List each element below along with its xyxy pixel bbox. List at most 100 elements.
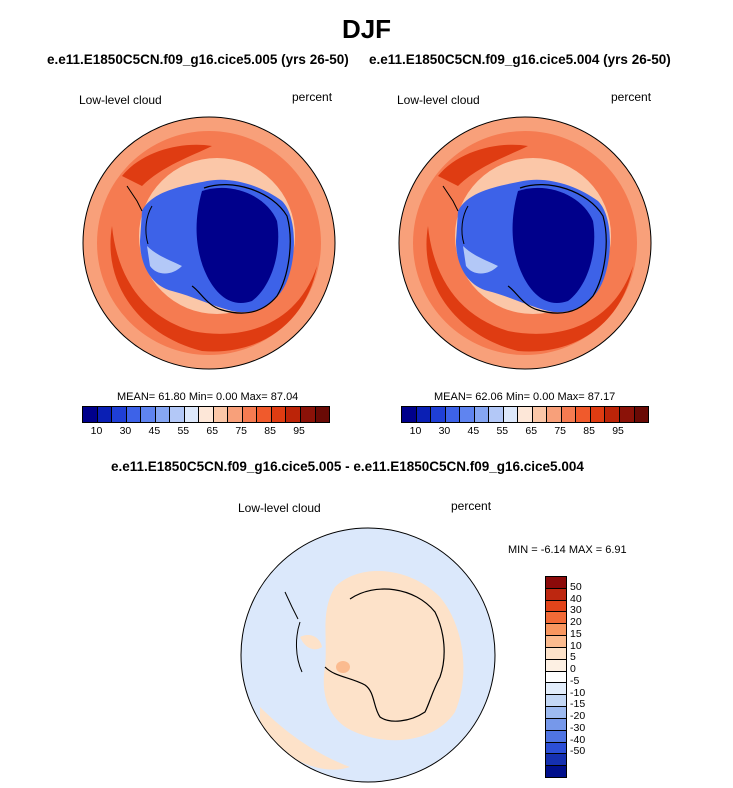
diff-colorbar-box-14: [546, 742, 566, 755]
panel1-colorbar-tick-label: 95: [293, 425, 305, 437]
panel2-peninsula-coast: [442, 185, 469, 245]
diff-colorbar-tick-label: -10: [570, 686, 586, 699]
panel2-band-high-north: [438, 144, 528, 186]
diff-colorbar-tick-label: -15: [570, 698, 586, 711]
panel1-colorbar-tick-label: 85: [264, 425, 276, 437]
panel2-map-border: [398, 116, 652, 370]
panel1-colorbar-tick-label: 30: [119, 425, 132, 437]
diff-colorbar-box-3: [546, 612, 566, 625]
panel2-colorbar-box-5: [474, 407, 490, 422]
panel1-colorbar-box-12: [257, 407, 272, 422]
panel2-colorbar-box-11: [561, 407, 577, 422]
diff-colorbar-box-10: [546, 695, 566, 708]
diff-colorbar-box-2: [546, 600, 566, 613]
panel1-colorbar-box-4: [141, 407, 156, 422]
panel1-colorbar-box-14: [286, 407, 301, 422]
panel2-colorbar-tick-label: 45: [467, 425, 480, 437]
panel2-colorbar-box-12: [576, 407, 591, 422]
panel1-colorbar-box-9: [213, 407, 229, 422]
panel1-ross-shelf: [147, 246, 182, 274]
panel2-colorbar-box-10: [547, 407, 562, 422]
panel1-coastline: [191, 184, 291, 314]
diff-polar-map: [240, 527, 496, 783]
panel1-colorbar-tick-label: 65: [206, 425, 219, 437]
panel2-colorbar-box-7: [503, 407, 519, 422]
panel2-colorbar-tick-label: 95: [612, 425, 624, 437]
panel2-colorbar-box-2: [431, 407, 446, 422]
diff-colorbar-box-8: [546, 671, 566, 684]
panel1-units-label: percent: [292, 90, 333, 104]
diff-colorbar-tick-label: -5: [570, 674, 580, 687]
panel2-colorbar-box-15: [619, 407, 635, 422]
diff-local-max: [336, 661, 350, 673]
diff-peninsula-coast: [284, 591, 303, 673]
panel2-colorbar-box-9: [532, 407, 548, 422]
panel2-antarctic-interior: [512, 187, 595, 304]
diff-colorbar-box-16: [546, 766, 566, 778]
panel1-colorbar-tick-label: 75: [235, 425, 248, 437]
diff-colorbar-tick-label: 0: [570, 663, 576, 676]
panel1-stats: MEAN= 61.80 Min= 0.00 Max= 87.04: [117, 391, 299, 403]
panel1-map-border: [82, 116, 336, 370]
panel2-colorbar-box-0: [402, 407, 417, 422]
diff-colorbar-box-6: [546, 647, 566, 660]
panel2-colorbar-box-6: [489, 407, 504, 422]
panel1-colorbar-box-7: [184, 407, 200, 422]
right-panel-subtitle: e.e11.E1850C5CN.f09_g16.cice5.004 (yrs 2…: [369, 52, 671, 67]
diff-positive-region: [323, 570, 464, 741]
panel1-colorbar-box-3: [126, 407, 142, 422]
diff-colorbar-tick-label: 5: [570, 651, 576, 664]
panel2-colorbar-labels: 10 30 45 55 65 75 85 95: [401, 425, 647, 439]
diff-colorbar-tick-label: -50: [570, 745, 586, 758]
panel2-colorbar-box-14: [605, 407, 620, 422]
diff-colorbar-tick-label: -40: [570, 733, 586, 746]
diff-colorbar-box-9: [546, 683, 566, 696]
panel1-polar-map: [82, 116, 336, 370]
diff-colorbar-box-7: [546, 659, 566, 672]
diff-colorbar-tick-label: 20: [570, 616, 582, 629]
panel1-peninsula-coast: [126, 185, 153, 245]
panel1-colorbar-box-5: [155, 407, 171, 422]
panel1-band-high-north: [122, 144, 212, 186]
panel2-stats: MEAN= 62.06 Min= 0.00 Max= 87.17: [434, 391, 616, 403]
panel1-colorbar-box-6: [170, 407, 185, 422]
diff-coastline: [324, 588, 445, 722]
diff-colorbar-tick-label: 10: [570, 639, 582, 652]
panel1-colorbar-box-16: [315, 407, 330, 422]
diff-colorbar-box-1: [546, 588, 566, 601]
diff-colorbar-tick-label: -20: [570, 710, 586, 723]
panel1-variable-label: Low-level cloud: [79, 93, 162, 107]
panel1-colorbar-box-2: [112, 407, 127, 422]
panel2-colorbar: [401, 406, 649, 423]
panel2-coastline: [507, 184, 607, 314]
diff-colorbar-box-0: [546, 577, 566, 589]
diff-colorbar-tick-label: 15: [570, 627, 582, 640]
left-panel-subtitle: e.e11.E1850C5CN.f09_g16.cice5.005 (yrs 2…: [47, 52, 349, 67]
diff-colorbar-box-12: [546, 718, 566, 731]
panel2-colorbar-tick-label: 65: [525, 425, 538, 437]
panel2-polar-map: [398, 116, 652, 370]
panel2-colorbar-tick-label: 30: [438, 425, 451, 437]
panel1-antarctic-interior: [196, 187, 279, 304]
diff-colorbar-box-11: [546, 707, 566, 719]
diff-colorbar-box-5: [546, 636, 566, 648]
panel1-colorbar-box-0: [83, 407, 98, 422]
diff-map-border: [240, 527, 496, 783]
diff-colorbar: [545, 576, 567, 778]
panel2-colorbar-box-3: [445, 407, 461, 422]
panel1-colorbar-box-8: [199, 407, 214, 422]
diff-positive-west: [300, 635, 322, 650]
panel2-colorbar-tick-label: 75: [554, 425, 567, 437]
panel1-colorbar-box-10: [228, 407, 243, 422]
diff-colorbar-tick-label: 50: [570, 580, 582, 593]
diff-colorbar-box-15: [546, 754, 566, 767]
diff-colorbar-tick-label: 30: [570, 604, 582, 617]
diff-positive-south: [260, 707, 350, 770]
diff-colorbar-box-4: [546, 624, 566, 637]
panel1-band-high: [110, 226, 317, 352]
panel2-colorbar-box-13: [590, 407, 606, 422]
panel2-colorbar-box-8: [518, 407, 533, 422]
panel1-colorbar-box-11: [242, 407, 258, 422]
panel1-colorbar-box-15: [300, 407, 316, 422]
panel2-colorbar-box-1: [416, 407, 432, 422]
